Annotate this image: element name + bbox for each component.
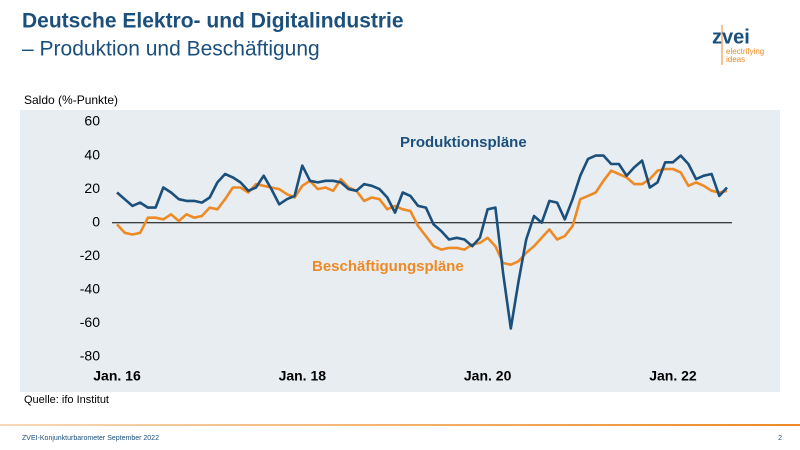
x-tick-label: Jan. 20 (464, 368, 512, 384)
y-tick-label: -20 (80, 247, 100, 263)
series-label: Beschäftigungspläne (312, 258, 464, 275)
source: Quelle: ifo Institut (24, 394, 109, 406)
y-tick-label: 40 (84, 146, 100, 162)
y-tick-label: 60 (84, 113, 100, 129)
y-tick-label: 0 (92, 213, 100, 229)
y-tick-label: -60 (80, 314, 100, 330)
y-tick-label: -80 (80, 348, 100, 364)
footer-text: ZVEI-Konjunkturbarometer September 2022 (22, 435, 159, 442)
plot: -80 -60 -40 -20 0 20 40 60 Jan. 16 Jan. 18 Jan. 20… (80, 113, 732, 384)
title-line: Deutsche Elektro- und Digitalindustrie (22, 10, 404, 33)
y-tick-label: -40 (80, 281, 100, 297)
y-axis-label: Saldo (%-Punkte) (24, 93, 118, 107)
series-line (116, 154, 728, 330)
y-tick-label: 20 (84, 180, 100, 196)
series-line (116, 167, 728, 266)
plot-background (20, 110, 780, 392)
title-line: – Produktion und Beschäftigung (22, 38, 320, 61)
series-label: Produktionspläne (400, 134, 527, 151)
logo-tagline: ideas (726, 55, 745, 64)
page-number: 2 (778, 435, 782, 442)
logo-tagline: electrifying (726, 47, 764, 56)
x-tick-label: Jan. 18 (279, 368, 327, 384)
footer-rule (0, 424, 800, 426)
x-tick-label: Jan. 22 (649, 368, 697, 384)
logo-name: zvei (712, 26, 750, 48)
x-tick-label: Jan. 16 (93, 368, 141, 384)
